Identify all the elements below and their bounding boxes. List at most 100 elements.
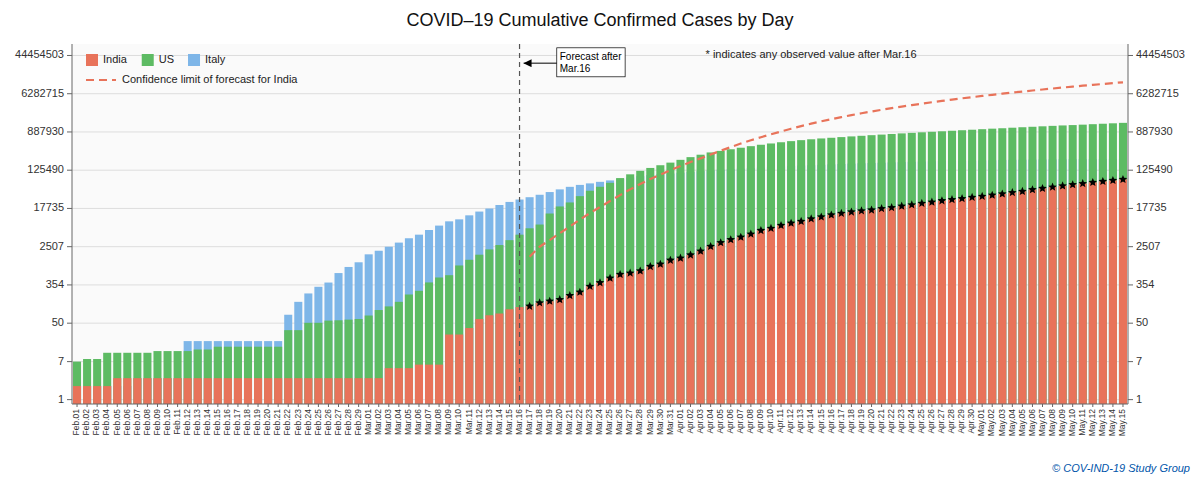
bar (73, 386, 81, 404)
x-tick (418, 404, 419, 407)
star-marker (686, 251, 695, 259)
x-tick-label: Mar.04 (393, 409, 403, 435)
bar (666, 163, 674, 404)
star-marker (737, 233, 746, 241)
x-tick-label: Apr.22 (886, 409, 896, 434)
bar-series (73, 123, 1127, 404)
bar (546, 192, 554, 404)
y-tick-label: 6282715 (21, 87, 64, 99)
y2-tick-label: 7 (1136, 355, 1142, 367)
star-marker (767, 224, 776, 232)
bar (395, 302, 403, 404)
bar (1079, 184, 1087, 404)
x-tick (469, 404, 470, 407)
bar (485, 249, 493, 404)
bar (405, 368, 413, 404)
bar (1028, 190, 1036, 404)
bar (445, 335, 453, 404)
star-marker (1099, 177, 1108, 185)
x-tick (539, 404, 540, 407)
star-marker (1038, 184, 1047, 192)
x-tick-label: Apr.04 (705, 409, 715, 434)
x-tick (710, 404, 711, 407)
bar (807, 219, 815, 404)
x-tick-label: Mar.01 (363, 409, 373, 435)
x-tick (589, 404, 590, 407)
x-tick-label: Feb.16 (222, 409, 232, 436)
star-marker (545, 297, 554, 305)
bar (375, 378, 383, 404)
bar (174, 378, 182, 404)
bar (747, 234, 755, 404)
bar (375, 310, 383, 404)
x-tick (549, 404, 550, 407)
bar (284, 315, 292, 404)
credit: © COV-IND-19 Study Group (1052, 462, 1190, 474)
bar (274, 347, 282, 404)
x-tick (861, 404, 862, 407)
bar (576, 292, 584, 404)
bar (385, 247, 393, 404)
bar (777, 225, 785, 404)
x-tick-label: Feb.24 (303, 409, 313, 436)
bar (324, 321, 332, 404)
legend-swatch (188, 54, 200, 66)
bar (586, 191, 594, 404)
x-tick (529, 404, 530, 407)
x-tick (1012, 404, 1013, 407)
legend-label: US (159, 53, 174, 65)
x-tick (408, 404, 409, 407)
x-tick-label: Apr.27 (936, 409, 946, 434)
y2-tick (1128, 399, 1133, 400)
bar (435, 226, 443, 404)
x-tick-label: May.14 (1107, 409, 1117, 437)
bar (576, 196, 584, 404)
bar (536, 195, 544, 404)
x-tick (519, 404, 520, 407)
x-tick-label: Feb.09 (152, 409, 162, 436)
x-tick-label: Mar.16 (514, 409, 524, 435)
star-marker (877, 204, 886, 212)
bar (958, 161, 966, 404)
bar (606, 278, 614, 404)
bar (184, 351, 192, 404)
bar (666, 260, 674, 404)
y2-tick (1128, 323, 1133, 324)
star-marker (928, 198, 937, 206)
x-tick-label: Feb.15 (212, 409, 222, 436)
plot-background (72, 44, 1128, 404)
legend-swatch (86, 54, 98, 66)
x-tick (1072, 404, 1073, 407)
x-tick (489, 404, 490, 407)
x-tick-label: Apr.14 (805, 409, 815, 434)
x-tick-label: Mar.12 (474, 409, 484, 435)
x-tick-label: Feb.21 (272, 409, 282, 436)
x-tick-label: Feb.18 (242, 409, 252, 436)
bar (1049, 187, 1057, 404)
bar (143, 378, 151, 404)
x-tick (750, 404, 751, 407)
bar (274, 378, 282, 404)
x-tick (449, 404, 450, 407)
x-tick (1022, 404, 1023, 407)
y-tick (67, 323, 72, 324)
bar (697, 155, 705, 404)
bar (767, 143, 775, 404)
x-tick (459, 404, 460, 407)
star-marker (525, 302, 534, 310)
star-marker (897, 202, 906, 210)
bar (365, 378, 373, 404)
bar (1028, 127, 1036, 404)
bar (415, 291, 423, 404)
bar (857, 136, 865, 404)
bar (455, 219, 463, 404)
bar (375, 251, 383, 404)
y2-tick-label: 17735 (1136, 201, 1167, 213)
bar (616, 178, 624, 404)
x-tick-label: Mar.24 (594, 409, 604, 435)
bar (174, 351, 182, 404)
bar (827, 215, 835, 404)
x-tick (610, 404, 611, 407)
y2-tick-label: 354 (1136, 278, 1154, 290)
bar (868, 210, 876, 404)
